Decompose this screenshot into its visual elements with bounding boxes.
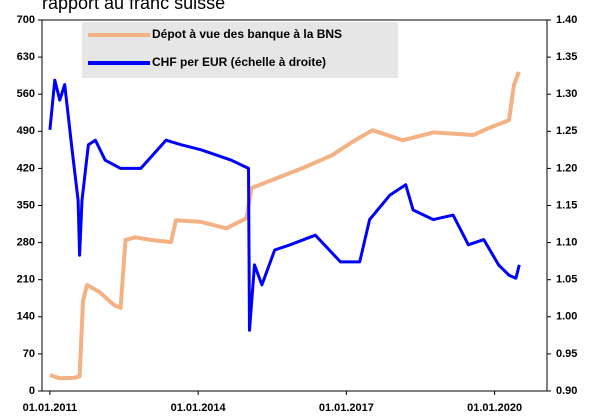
x-tick-label: 01.01.2020	[467, 402, 522, 414]
data-line	[49, 71, 521, 381]
y2-tick-label: 1.35	[556, 51, 577, 63]
legend-label: CHF per EUR (échelle à droite)	[152, 55, 326, 69]
y2-tick-label: 1.00	[556, 311, 577, 323]
y-tick-label: 280	[17, 237, 35, 249]
y-tick-label: 700	[17, 14, 35, 26]
y-tick-label: 420	[17, 162, 35, 174]
y-tick-label: 210	[17, 274, 35, 286]
legend-box	[82, 22, 398, 78]
y2-tick-label: 0.95	[556, 348, 577, 360]
y-tick-label: 490	[17, 125, 35, 137]
y2-tick-label: 1.15	[556, 199, 577, 211]
y2-tick-label: 1.05	[556, 274, 577, 286]
y-tick-label: 140	[17, 311, 35, 323]
x-tick-label: 01.01.2011	[23, 402, 77, 414]
y2-tick-label: 1.40	[556, 14, 577, 26]
chart-title: rapport au franc suisse	[42, 0, 225, 13]
x-tick-label: 01.01.2017	[319, 402, 374, 414]
y2-tick-label: 1.10	[556, 237, 577, 249]
y-tick-label: 630	[17, 51, 35, 63]
legend-label: Dépot à vue des banque à la BNS	[152, 27, 342, 41]
y-tick-label: 350	[17, 199, 35, 211]
y-tick-label: 560	[17, 88, 35, 100]
x-tick-label: 01.01.2014	[171, 402, 227, 414]
y2-tick-label: 0.90	[556, 385, 577, 397]
y2-tick-label: 1.25	[556, 125, 577, 137]
y2-tick-label: 1.30	[556, 88, 577, 100]
y2-tick-label: 1.20	[556, 162, 577, 174]
legend: Dépot à vue des banque à la BNS CHF per E…	[88, 27, 342, 69]
data-line	[48, 78, 521, 332]
y-tick-label: 70	[23, 348, 35, 360]
y-tick-label: 0	[29, 385, 35, 397]
